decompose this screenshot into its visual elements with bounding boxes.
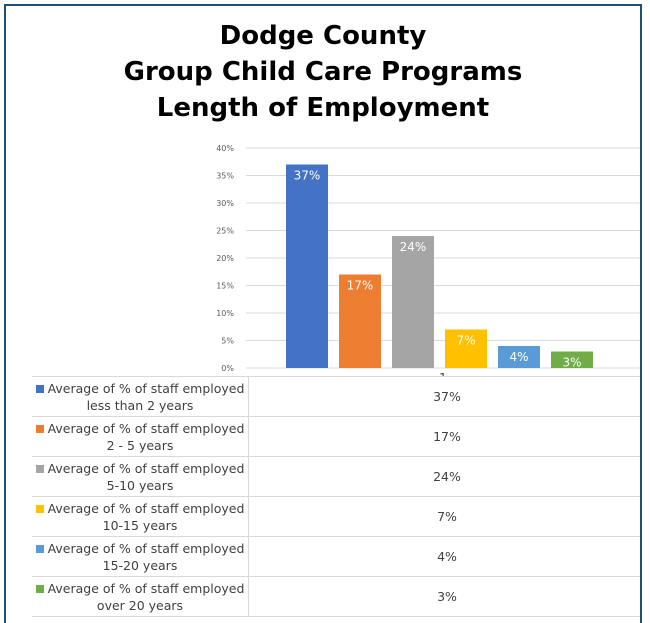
table-row: Average of % of staff employed 5-10 years… (32, 456, 640, 497)
legend-label-line2: 2 - 5 years (106, 437, 174, 453)
value-cell: 17% (248, 416, 640, 457)
chart-frame: Dodge County Group Child Care Programs L… (4, 4, 642, 623)
y-tick-label: 20% (216, 254, 234, 263)
y-tick-label: 15% (216, 282, 234, 291)
legend-label-line1: Average of % of staff employed (47, 420, 245, 436)
data-table: Average of % of staff employed less than … (32, 376, 640, 617)
value-cell: 24% (248, 456, 640, 497)
bar (392, 236, 434, 368)
table-row: Average of % of staff employed 10-15 year… (32, 496, 640, 537)
y-tick-label: 0% (221, 364, 234, 373)
value-cell: 7% (248, 496, 640, 537)
title-line-3: Length of Employment (156, 93, 490, 123)
legend-cell: Average of % of staff employed 5-10 years (32, 456, 249, 497)
bar (551, 351, 593, 368)
y-tick-label: 30% (216, 199, 234, 208)
data-label: 4% (509, 350, 528, 364)
bar (445, 329, 487, 368)
legend-swatch (35, 504, 44, 513)
legend-label-line2: 5-10 years (106, 477, 174, 493)
legend-cell: Average of % of staff employed less than … (32, 376, 249, 417)
bar (286, 164, 328, 368)
bar (498, 346, 540, 368)
value-cell: 37% (248, 376, 640, 417)
bar (339, 274, 381, 368)
legend-swatch (35, 464, 44, 473)
y-tick-label: 10% (216, 309, 234, 318)
legend-swatch (35, 544, 44, 553)
legend-label-line1: Average of % of staff employed (47, 500, 245, 516)
value-cell: 4% (248, 536, 640, 577)
legend-label-line1: Average of % of staff employed (47, 380, 245, 396)
y-tick-label: 25% (216, 227, 234, 236)
data-label: 7% (456, 334, 475, 348)
y-tick-label: 35% (216, 172, 234, 181)
title-line-1: Dodge County (219, 21, 427, 51)
data-label: 3% (562, 356, 581, 370)
legend-cell: Average of % of staff employed 2 - 5 year… (32, 416, 249, 457)
legend-label-line2: less than 2 years (86, 397, 194, 413)
data-label: 24% (400, 240, 427, 254)
table-row: Average of % of staff employed 2 - 5 year… (32, 416, 640, 457)
table-row: Average of % of staff employed less than … (32, 376, 640, 417)
legend-swatch (35, 584, 44, 593)
legend-cell: Average of % of staff employed 15-20 year… (32, 536, 249, 577)
y-tick-label: 5% (221, 337, 234, 346)
legend-label-line1: Average of % of staff employed (47, 540, 245, 556)
bar-chart: 0% 5% 10% 15% 20% 25% 30% 35% 40% 37% 17% 24% 7% 4% 3%… (216, 144, 640, 376)
chart-title: Dodge County Group Child Care Programs L… (6, 18, 640, 126)
data-label: 17% (347, 279, 374, 293)
legend-label-line2: 10-15 years (102, 517, 178, 533)
legend-cell: Average of % of staff employed 10-15 year… (32, 496, 249, 537)
title-line-2: Group Child Care Programs (123, 57, 523, 87)
legend-cell: Average of % of staff employed over 20 ye… (32, 576, 249, 617)
x-category-label: 1 (439, 371, 447, 376)
legend-label-line1: Average of % of staff employed (47, 580, 245, 596)
legend-swatch (35, 384, 44, 393)
y-tick-label: 40% (216, 144, 234, 153)
data-label: 37% (294, 169, 321, 183)
table-row: Average of % of staff employed over 20 ye… (32, 576, 640, 617)
value-cell: 3% (248, 576, 640, 617)
table-row: Average of % of staff employed 15-20 year… (32, 536, 640, 577)
legend-swatch (35, 424, 44, 433)
legend-label-line1: Average of % of staff employed (47, 460, 245, 476)
legend-label-line2: over 20 years (96, 597, 184, 613)
legend-label-line2: 15-20 years (102, 557, 178, 573)
